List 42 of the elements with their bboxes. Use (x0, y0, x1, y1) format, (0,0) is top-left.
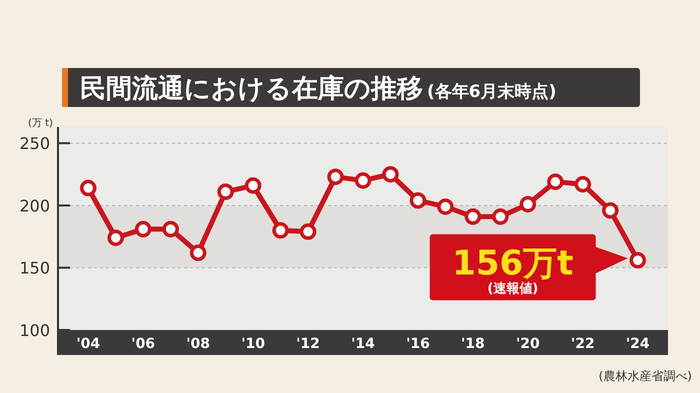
point (162, 220, 179, 238)
point (437, 198, 454, 215)
point (134, 220, 152, 238)
point (272, 222, 289, 239)
x-tick-label: '08 (186, 336, 210, 352)
point (492, 208, 509, 225)
x-tick-label: '24 (626, 336, 650, 352)
point (354, 172, 372, 189)
y-tick-label: 150 (19, 258, 50, 278)
y-tick-label: 250 (19, 134, 50, 154)
point (300, 223, 316, 240)
point (190, 244, 206, 262)
chart-title: 民間流通における在庫の推移 (80, 74, 423, 104)
point (327, 168, 344, 186)
point (464, 208, 482, 225)
point (244, 177, 262, 194)
x-tick-label: '16 (406, 336, 430, 352)
title: 民間流通における在庫の推移(各年6月末時点) (62, 68, 640, 107)
x-tick-label: '14 (351, 336, 376, 352)
y-tick-label: 200 (19, 196, 50, 216)
text: (農林水産省調べ) (598, 369, 692, 383)
point (520, 196, 536, 212)
point (602, 202, 619, 219)
x-tick-label: '20 (516, 336, 540, 352)
x-tick-label: '12 (296, 336, 320, 352)
x-tick-label: '10 (241, 336, 266, 352)
chart-subtitle: (各年6月末時点) (427, 82, 556, 102)
point (217, 184, 234, 200)
point (410, 192, 426, 209)
point (547, 174, 564, 190)
y-axis-title: (万 t) (28, 118, 53, 129)
x-tick-label: '06 (131, 336, 156, 352)
x-tick-label: '18 (461, 336, 485, 352)
point (382, 166, 399, 183)
point (630, 252, 646, 269)
x-tick-label: '22 (570, 336, 595, 352)
annotation: (速報値) (487, 281, 538, 296)
point (80, 180, 96, 196)
y-tick-label: 100 (19, 321, 50, 340)
point (107, 230, 124, 246)
x-tick-label: '04 (76, 336, 100, 352)
point (574, 176, 592, 193)
